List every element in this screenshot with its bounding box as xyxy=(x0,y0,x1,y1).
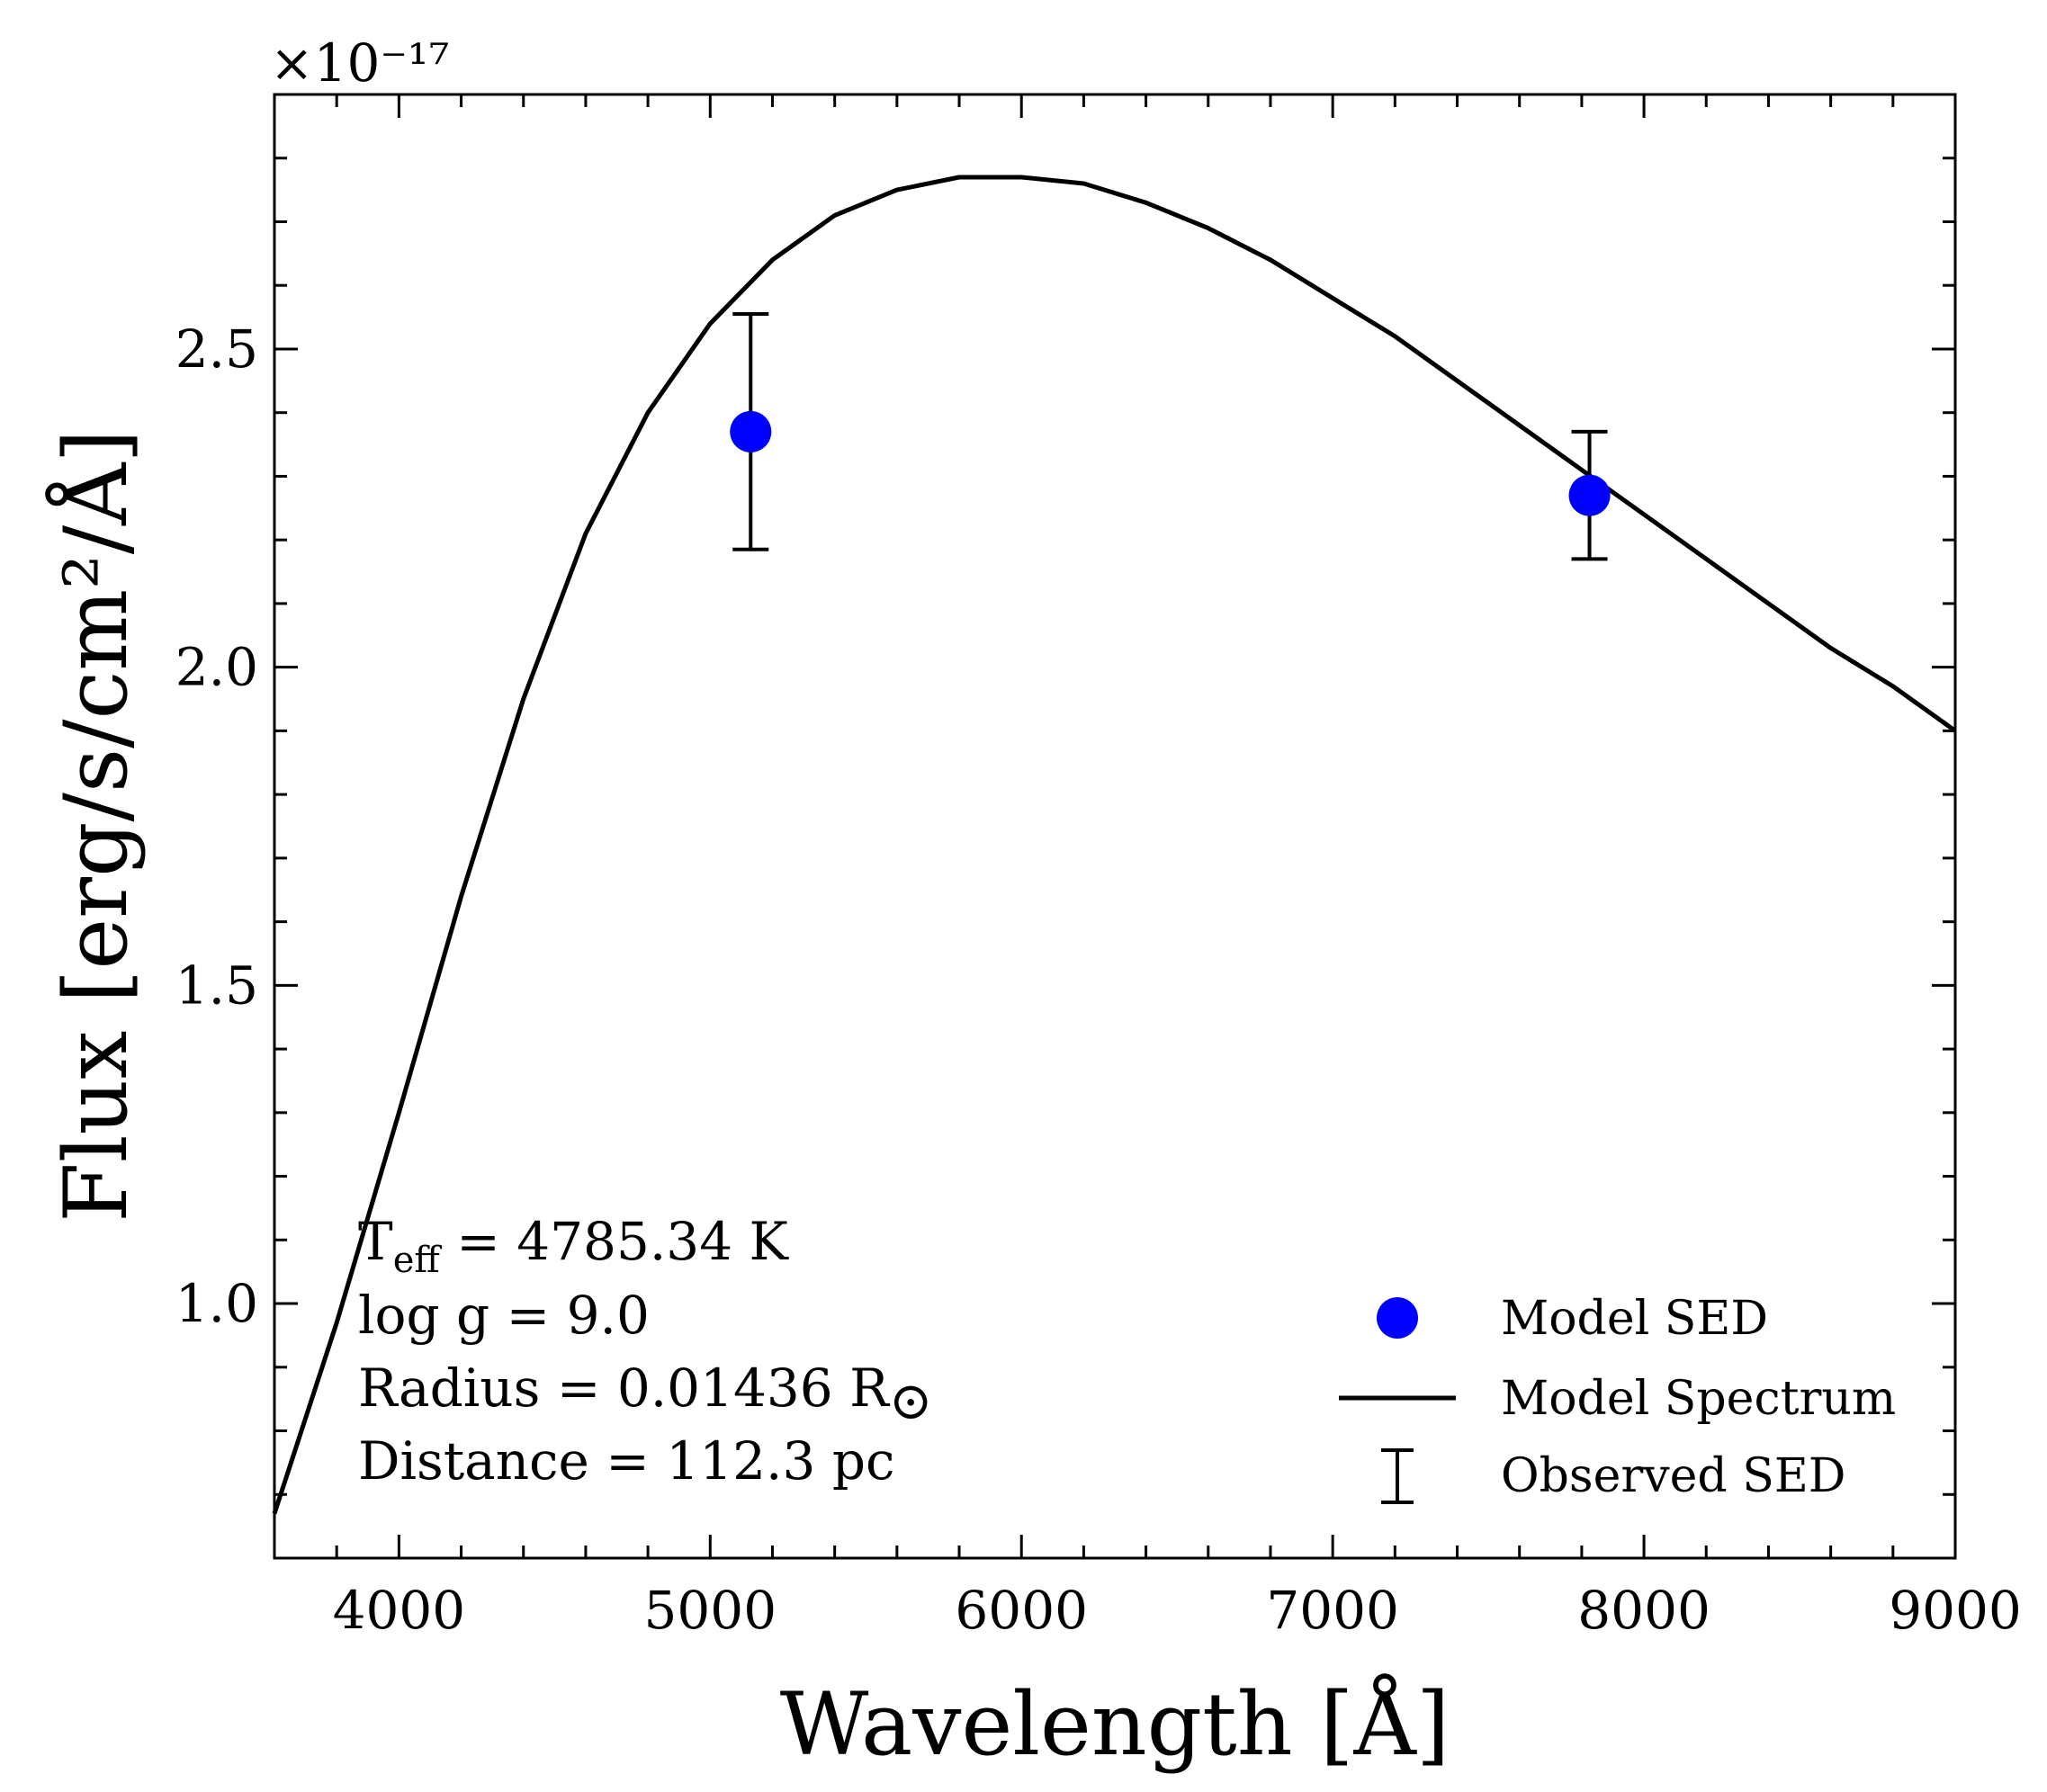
y-tick-label: 2.5 xyxy=(175,318,258,380)
y-tick-labels: 1.0 1.5 2.0 2.5 xyxy=(175,318,258,1334)
x-tick-label: 6000 xyxy=(955,1580,1088,1641)
model-sed-point xyxy=(730,410,772,452)
x-axis-title: Wavelength [Å] xyxy=(780,1674,1450,1775)
model-spectrum-line xyxy=(272,175,1957,1515)
y-tick-label: 1.5 xyxy=(175,954,258,1016)
legend: Model SED Model Spectrum Observed SED xyxy=(1339,1292,1896,1504)
y-multiplier: ×10⁻¹⁷ xyxy=(270,32,450,94)
x-tick-label: 4000 xyxy=(333,1580,466,1641)
legend-marker-observed-sed xyxy=(1381,1448,1414,1504)
legend-label-model-spectrum: Model Spectrum xyxy=(1501,1372,1896,1426)
model-sed-point xyxy=(1568,474,1611,516)
axis-ticks xyxy=(273,93,1957,1560)
radius-text: Radius = 0.01436 R xyxy=(358,1357,891,1419)
x-tick-label: 7000 xyxy=(1266,1580,1399,1641)
y-axis-title: Flux [erg/s/cm²/Å] xyxy=(46,429,147,1223)
plot-marks xyxy=(272,175,1957,1515)
teff-value: = 4785.34 K xyxy=(440,1211,790,1272)
teff-subscript: eff xyxy=(393,1240,443,1281)
x-tick-labels: 4000 5000 6000 7000 8000 9000 xyxy=(333,1580,2022,1641)
sun-symbol: ⊙ xyxy=(889,1370,933,1431)
x-tick-label: 8000 xyxy=(1577,1580,1710,1641)
y-tick-label: 2.0 xyxy=(175,637,258,698)
legend-label-model-sed: Model SED xyxy=(1501,1292,1768,1346)
x-tick-label: 5000 xyxy=(643,1580,777,1641)
logg-annotation: log g = 9.0 xyxy=(358,1285,650,1346)
teff-label: T xyxy=(358,1211,393,1272)
distance-annotation: Distance = 112.3 pc xyxy=(358,1430,894,1492)
legend-marker-model-sed xyxy=(1377,1297,1418,1339)
plot-frame xyxy=(273,93,1957,1560)
x-tick-label: 9000 xyxy=(1889,1580,2022,1641)
radius-annotation: Radius = 0.01436 R⊙ xyxy=(358,1357,932,1431)
teff-annotation: Teff = 4785.34 K xyxy=(358,1211,790,1281)
legend-label-observed-sed: Observed SED xyxy=(1501,1449,1845,1503)
y-tick-label: 1.0 xyxy=(175,1273,258,1334)
